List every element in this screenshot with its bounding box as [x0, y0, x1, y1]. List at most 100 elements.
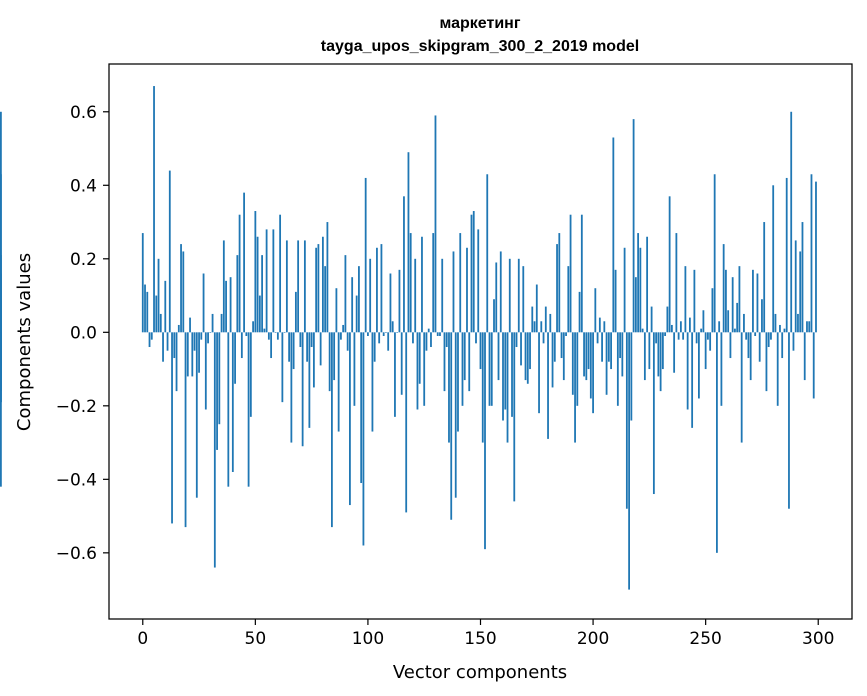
- bar-0: [141, 233, 144, 333]
- bar-65: [288, 332, 291, 362]
- bar-80: [321, 236, 324, 333]
- bar-134: [443, 332, 446, 392]
- bar-64: [285, 240, 288, 333]
- bar-263: [734, 328, 736, 333]
- bar-76: [312, 332, 315, 388]
- bar-254: [713, 174, 716, 333]
- bar-34: [218, 332, 221, 425]
- bar-229: [657, 332, 660, 377]
- bar-129: [432, 233, 435, 333]
- bar-106: [380, 244, 383, 333]
- bar-179: [544, 306, 547, 333]
- bar-295: [806, 321, 808, 333]
- bar-82: [326, 222, 329, 333]
- bar-36: [222, 240, 225, 333]
- bar-20: [186, 332, 189, 377]
- bar-205: [603, 321, 606, 333]
- bar-52: [258, 295, 261, 333]
- bar-132: [439, 332, 441, 336]
- bar-114: [398, 269, 401, 333]
- bar-126: [425, 332, 428, 351]
- bars-group: [0, 86, 817, 590]
- y-tick-label: 0.2: [70, 250, 97, 270]
- bar-168: [520, 332, 522, 366]
- bar-231: [661, 332, 664, 370]
- bar-55: [265, 229, 268, 333]
- bar-87: [337, 332, 340, 432]
- bar-21: [189, 317, 191, 333]
- bar-124: [421, 236, 423, 333]
- bar-6: [155, 295, 158, 333]
- bar-186: [560, 332, 563, 359]
- bar-118: [407, 152, 410, 333]
- y-tick-label: 0.6: [70, 103, 97, 123]
- x-axis-label: Vector components: [393, 662, 567, 683]
- bar-142: [461, 332, 464, 406]
- bar-104: [376, 247, 378, 333]
- y-axis-ticks: −0.6 −0.4 −0.2 0.0 0.2 0.4 0.6: [56, 103, 109, 564]
- bar-158: [497, 332, 500, 381]
- bar-233: [666, 306, 669, 333]
- bar-187: [562, 332, 565, 381]
- bar-undefined: [0, 111, 2, 333]
- bar-42: [236, 255, 239, 333]
- bar-163: [508, 258, 511, 333]
- bar-73: [306, 332, 309, 362]
- bar-44: [240, 332, 243, 359]
- bar-200: [592, 332, 594, 414]
- x-tick-label: 200: [577, 629, 609, 649]
- bar-51: [256, 236, 259, 333]
- bar-221: [639, 247, 642, 333]
- bar-224: [646, 236, 649, 333]
- bar-249: [702, 310, 705, 333]
- bar-151: [481, 332, 484, 443]
- bar-5: [153, 86, 155, 333]
- bar-296: [808, 321, 811, 333]
- bar-149: [477, 229, 480, 333]
- bar-28: [204, 332, 207, 410]
- bar-280: [772, 185, 775, 333]
- bar-141: [459, 233, 462, 333]
- bar-108: [385, 332, 387, 333]
- bar-167: [517, 258, 520, 333]
- bar-246: [695, 332, 698, 344]
- bar-152: [484, 332, 486, 550]
- bar-181: [549, 313, 552, 333]
- bar-174: [533, 321, 536, 333]
- bar-206: [605, 332, 608, 395]
- bar-173: [531, 306, 534, 333]
- bar-283: [779, 324, 781, 333]
- bar-175: [535, 284, 538, 333]
- bar-107: [382, 332, 385, 336]
- bar-264: [736, 302, 739, 333]
- bar-165: [513, 332, 516, 502]
- bar-113: [396, 332, 399, 333]
- bar-112: [394, 332, 396, 417]
- bar-86: [335, 288, 338, 333]
- bar-279: [770, 332, 772, 340]
- bar-218: [632, 119, 635, 333]
- bar-60: [276, 332, 279, 340]
- bar-150: [479, 332, 482, 370]
- bar-191: [571, 332, 574, 395]
- bar-259: [725, 269, 727, 333]
- bar-216: [628, 332, 630, 590]
- bar-99: [364, 177, 367, 333]
- bar-100: [367, 332, 369, 336]
- bar-29: [207, 332, 209, 344]
- bar-250: [704, 332, 707, 370]
- bar-198: [587, 332, 590, 370]
- bar-58: [272, 229, 275, 333]
- bar-4: [150, 332, 153, 340]
- x-tick-label: 300: [802, 629, 834, 649]
- bar-78: [317, 244, 320, 333]
- bar-204: [601, 332, 603, 362]
- bar-103: [373, 332, 376, 362]
- bar-49: [252, 321, 254, 333]
- bar-281: [774, 313, 777, 333]
- bar-268: [745, 332, 748, 340]
- bar-43: [238, 214, 241, 333]
- bar-298: [812, 332, 815, 399]
- bar-39: [229, 277, 232, 333]
